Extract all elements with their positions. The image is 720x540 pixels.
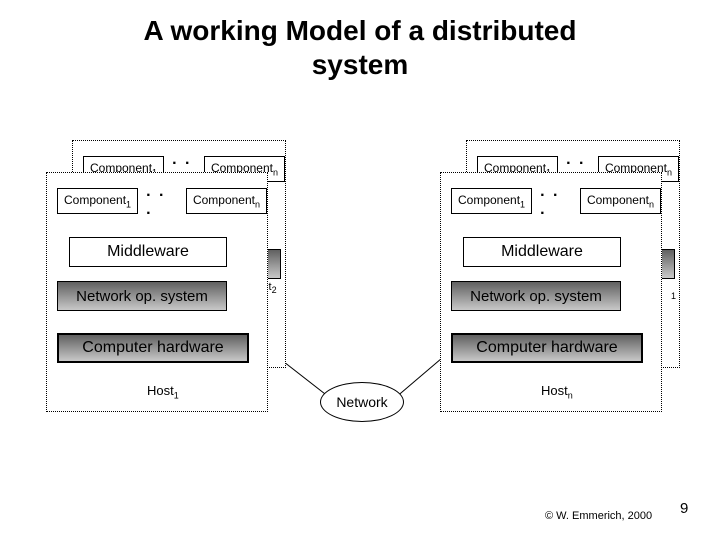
host-label-1: Host1 <box>147 383 179 401</box>
hardware-box-left: Computer hardware <box>57 333 249 363</box>
host-right-front: Component1 . . . Componentn Middleware N… <box>440 172 662 412</box>
hardware-box-right: Computer hardware <box>451 333 643 363</box>
dots: . . . <box>146 183 178 219</box>
title-line-2: system <box>0 48 720 82</box>
component-n-box: Componentn <box>580 188 661 214</box>
title-line-1: A working Model of a distributed <box>0 14 720 48</box>
diagram-stage: Component1 . . . Componentn st2 Componen… <box>0 130 720 460</box>
network-node: Network <box>320 382 404 422</box>
host-left-front: Component1 . . . Componentn Middleware N… <box>46 172 268 412</box>
component-1-box: Component1 <box>451 188 532 214</box>
page-number: 9 <box>680 500 688 517</box>
comp-row-left-front: Component1 . . . Componentn <box>57 183 267 219</box>
middleware-box-left: Middleware <box>69 237 227 267</box>
netos-box-left: Network op. system <box>57 281 227 311</box>
comp-row-right-front: Component1 . . . Componentn <box>451 183 661 219</box>
netos-box-right: Network op. system <box>451 281 621 311</box>
component-n-box: Componentn <box>186 188 267 214</box>
host-label-n: Hostn <box>541 383 573 401</box>
peek-n1-right: 1 <box>671 287 676 301</box>
middleware-box-right: Middleware <box>463 237 621 267</box>
page-title: A working Model of a distributed system <box>0 0 720 81</box>
component-1-box: Component1 <box>57 188 138 214</box>
copyright-text: © W. Emmerich, 2000 <box>545 510 652 522</box>
dots: . . . <box>540 183 572 219</box>
